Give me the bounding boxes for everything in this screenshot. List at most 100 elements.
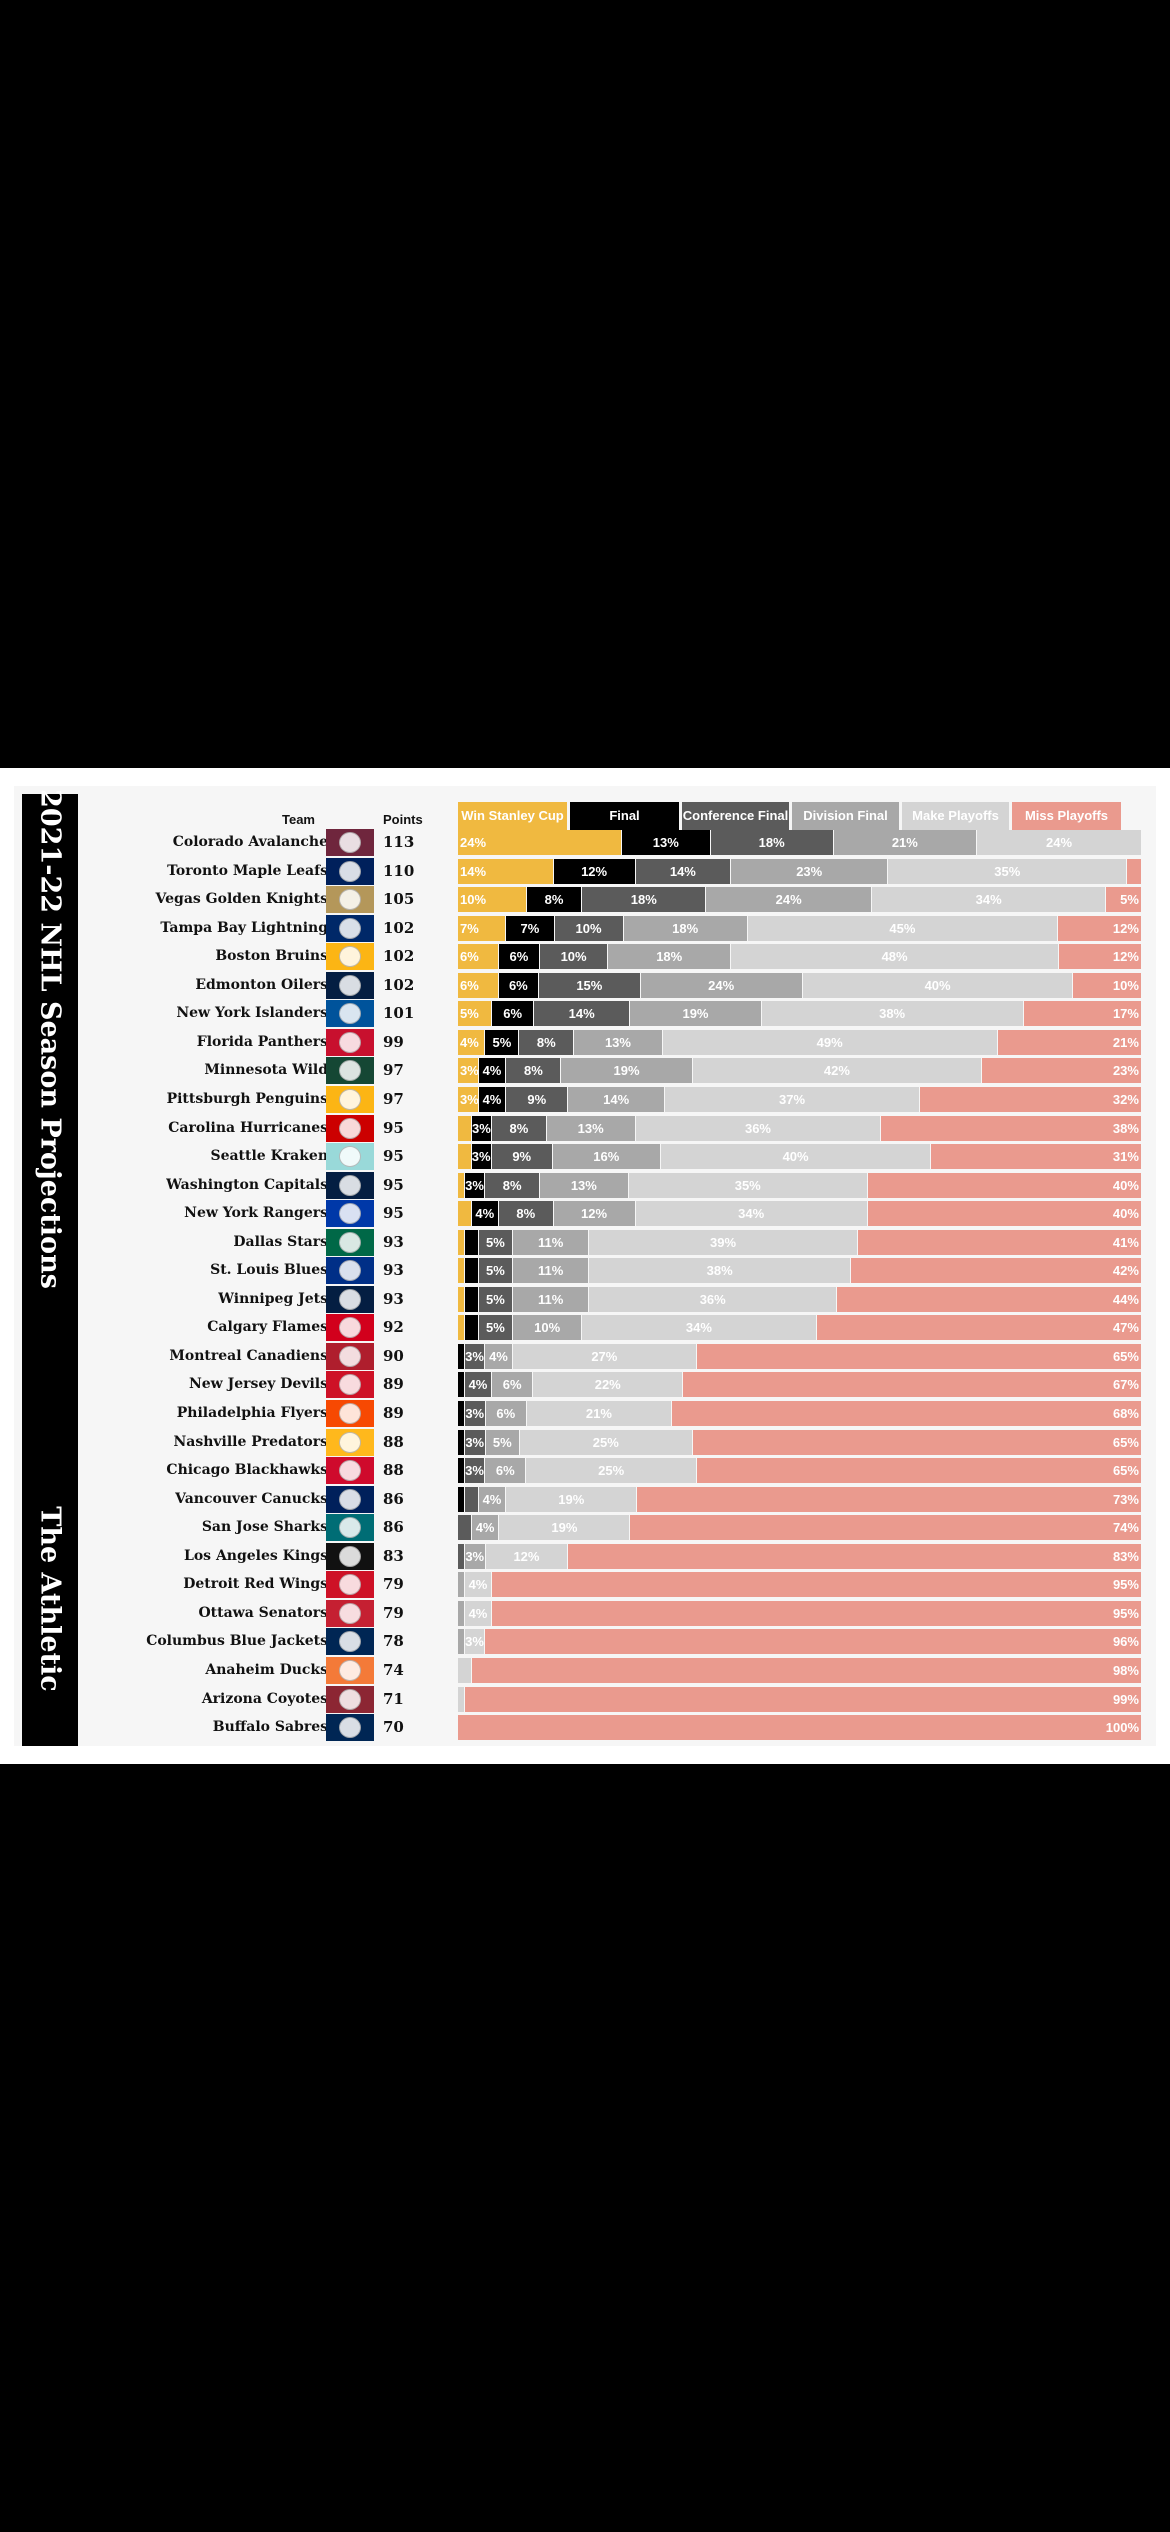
team-crest-icon	[339, 832, 361, 853]
team-name: Arizona Coyotes	[201, 1690, 328, 1707]
team-logo-icon	[326, 1656, 374, 1684]
stacked-bar: 98%	[458, 1657, 1141, 1683]
team-name: Dallas Stars	[233, 1233, 328, 1250]
stacked-bar: 3% 6% 25% 65%	[458, 1458, 1141, 1484]
team-crest-icon	[339, 1288, 361, 1310]
team-crest-icon	[339, 1031, 361, 1053]
bar-segment: 5%	[478, 1286, 514, 1312]
team-points: 83	[383, 1546, 404, 1565]
bar-segment: 3%	[464, 1429, 486, 1455]
team-logo-icon	[326, 914, 374, 942]
bar-segment: 10%	[554, 915, 624, 941]
stacked-bar: 10% 8% 18% 24% 34% 5%	[458, 887, 1141, 913]
bar-segment: 4%	[464, 1572, 493, 1598]
team-row: Boston Bruins 102 6% 6% 10% 18% 48% 12%	[14, 943, 1156, 971]
bar-segment: 6%	[492, 1372, 534, 1398]
bar-segment: 95%	[492, 1600, 1141, 1626]
bar-segment: 40%	[802, 972, 1074, 998]
bar-segment: 45%	[747, 915, 1059, 941]
bar-segment: 6%	[498, 972, 540, 998]
team-column-header: Team	[282, 812, 315, 827]
bar-segment	[464, 1315, 479, 1341]
bar-segment: 11%	[513, 1229, 590, 1255]
team-row: Dallas Stars 93 5% 11% 39% 41%	[14, 1228, 1156, 1256]
bar-segment: 18%	[623, 915, 748, 941]
bar-segment: 4%	[464, 1600, 493, 1626]
team-logo-icon	[326, 1599, 374, 1627]
bar-segment	[458, 1144, 472, 1170]
team-logo-icon	[326, 1400, 374, 1427]
bar-segment: 5%	[1106, 887, 1141, 913]
team-logo-icon	[326, 1485, 374, 1513]
team-points: 88	[383, 1461, 404, 1480]
team-crest-icon	[339, 974, 361, 996]
team-row: Seattle Kraken 95 3% 9% 16% 40% 31%	[14, 1143, 1156, 1171]
bar-segment	[464, 1486, 479, 1512]
team-crest-icon	[339, 1345, 361, 1367]
team-row: Minnesota Wild 97 3% 4% 8% 19% 42% 23%	[14, 1057, 1156, 1085]
bar-segment: 96%	[485, 1629, 1141, 1655]
bar-segment: 99%	[464, 1686, 1141, 1712]
bar-segment: 8%	[526, 887, 583, 913]
legend-item: Final	[570, 802, 679, 830]
team-crest-icon	[339, 1260, 361, 1282]
bar-segment: 23%	[731, 858, 889, 884]
team-crest-icon	[339, 1574, 361, 1596]
points-column-header: Points	[383, 812, 423, 827]
bar-segment: 5%	[485, 1429, 521, 1455]
stacked-bar: 4% 95%	[458, 1572, 1141, 1598]
bar-segment: 6%	[458, 972, 499, 998]
bar-segment: 38%	[589, 1258, 852, 1284]
team-name: Pittsburgh Penguins	[166, 1090, 328, 1107]
stacked-bar: 5% 11% 36% 44%	[458, 1286, 1141, 1312]
bar-segment: 3%	[471, 1115, 493, 1141]
bar-segment	[458, 1515, 472, 1541]
team-row: New York Islanders 101 5% 6% 14% 19% 38% 17%	[14, 1000, 1156, 1028]
team-crest-icon	[339, 1659, 361, 1681]
bar-segment	[458, 1572, 465, 1598]
stacked-bar: 4% 5% 8% 13% 49% 21%	[458, 1029, 1141, 1055]
team-logo-icon	[326, 1571, 374, 1599]
bar-segment: 13%	[539, 1172, 629, 1198]
bar-segment: 40%	[867, 1201, 1141, 1227]
bar-segment: 7%	[506, 915, 555, 941]
legend-item: Make Playoffs	[902, 802, 1009, 830]
stacked-bar: 3% 6% 21% 68%	[458, 1401, 1141, 1426]
bar-segment: 98%	[471, 1657, 1141, 1683]
team-points: 102	[383, 975, 415, 994]
team-points: 97	[383, 1061, 404, 1080]
projection-card: 2021-22 NHL Season Projections The Athle…	[0, 768, 1170, 1764]
bar-segment: 4%	[458, 1029, 486, 1055]
team-logo-icon	[326, 1457, 374, 1485]
team-crest-icon	[339, 946, 361, 968]
bar-segment: 73%	[637, 1486, 1141, 1512]
team-points: 97	[383, 1089, 404, 1108]
team-points: 113	[383, 833, 415, 851]
bar-segment	[458, 1458, 465, 1484]
bar-segment: 6%	[498, 944, 540, 970]
bar-segment: 3%	[464, 1629, 486, 1655]
bar-segment: 3%	[458, 1086, 479, 1112]
bar-segment: 4%	[471, 1515, 500, 1541]
bar-segment: 19%	[630, 1001, 762, 1027]
team-points: 78	[383, 1632, 404, 1651]
team-logo-icon	[326, 829, 374, 856]
bar-segment: 41%	[858, 1229, 1141, 1255]
bar-segment: 3%	[464, 1343, 486, 1369]
bar-segment: 14%	[458, 858, 554, 884]
stacked-bar: 5% 11% 39% 41%	[458, 1229, 1141, 1255]
bar-segment: 3%	[464, 1172, 486, 1198]
stacked-bar: 6% 6% 10% 18% 48% 12%	[458, 944, 1141, 970]
bar-segment: 74%	[630, 1515, 1141, 1541]
bar-segment: 11%	[513, 1286, 590, 1312]
bar-segment: 65%	[697, 1343, 1141, 1369]
bar-segment	[458, 1401, 465, 1426]
team-name: Winnipeg Jets	[218, 1290, 328, 1307]
team-crest-icon	[339, 1117, 361, 1139]
bar-segment: 19%	[499, 1515, 631, 1541]
bar-segment: 19%	[506, 1486, 638, 1512]
bar-segment: 5%	[458, 1001, 493, 1027]
team-logo-icon	[326, 886, 374, 914]
team-crest-icon	[339, 1403, 361, 1424]
team-row: Los Angeles Kings 83 3% 12% 83%	[14, 1542, 1156, 1570]
